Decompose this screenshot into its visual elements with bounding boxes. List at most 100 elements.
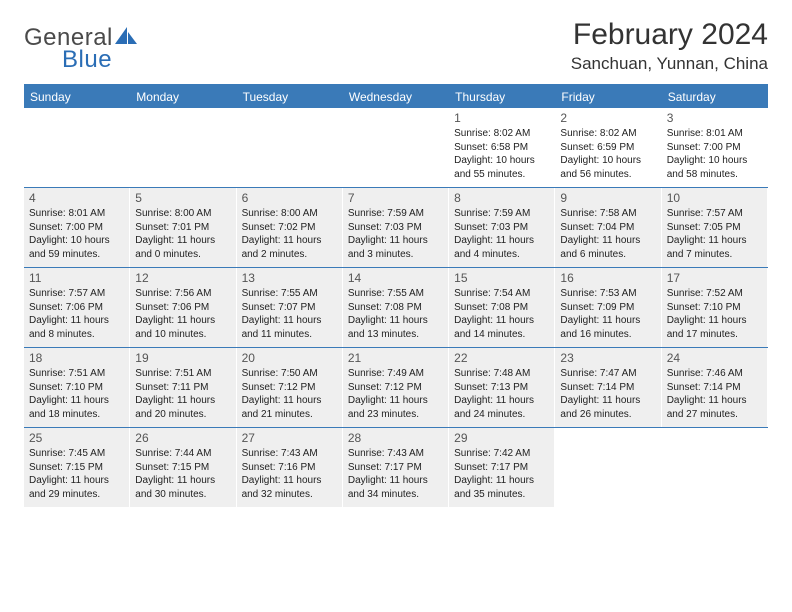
daylight2-text: and 56 minutes. (560, 168, 655, 182)
daylight1-text: Daylight: 11 hours (242, 474, 337, 488)
day-number: 22 (454, 351, 549, 365)
sunrise-text: Sunrise: 7:46 AM (667, 367, 762, 381)
day-cell: 3Sunrise: 8:01 AMSunset: 7:00 PMDaylight… (662, 108, 768, 187)
daylight2-text: and 20 minutes. (135, 408, 230, 422)
day-cell (24, 108, 130, 187)
sunrise-text: Sunrise: 7:56 AM (135, 287, 230, 301)
sunset-text: Sunset: 7:05 PM (667, 221, 762, 235)
daylight2-text: and 17 minutes. (667, 328, 762, 342)
day-cell (130, 108, 236, 187)
sunset-text: Sunset: 7:08 PM (454, 301, 549, 315)
daylight1-text: Daylight: 11 hours (667, 394, 762, 408)
sunrise-text: Sunrise: 7:58 AM (560, 207, 655, 221)
day-cell: 24Sunrise: 7:46 AMSunset: 7:14 PMDayligh… (662, 348, 768, 427)
daylight2-text: and 11 minutes. (242, 328, 337, 342)
day-cell: 12Sunrise: 7:56 AMSunset: 7:06 PMDayligh… (130, 268, 236, 347)
day-number: 8 (454, 191, 549, 205)
sunrise-text: Sunrise: 7:59 AM (454, 207, 549, 221)
daylight2-text: and 23 minutes. (348, 408, 443, 422)
sunset-text: Sunset: 7:13 PM (454, 381, 549, 395)
daylight2-text: and 14 minutes. (454, 328, 549, 342)
logo: GeneralBlue (24, 24, 139, 74)
day-number: 1 (454, 111, 549, 125)
daylight1-text: Daylight: 11 hours (454, 234, 549, 248)
day-cell: 20Sunrise: 7:50 AMSunset: 7:12 PMDayligh… (237, 348, 343, 427)
day-number: 3 (667, 111, 762, 125)
daylight1-text: Daylight: 11 hours (348, 394, 443, 408)
daylight1-text: Daylight: 11 hours (242, 234, 337, 248)
day-cell: 25Sunrise: 7:45 AMSunset: 7:15 PMDayligh… (24, 428, 130, 507)
page-root: GeneralBlue February 2024 Sanchuan, Yunn… (0, 0, 792, 525)
day-number: 21 (348, 351, 443, 365)
daylight1-text: Daylight: 11 hours (454, 394, 549, 408)
daylight1-text: Daylight: 11 hours (135, 394, 230, 408)
day-cell: 11Sunrise: 7:57 AMSunset: 7:06 PMDayligh… (24, 268, 130, 347)
sunset-text: Sunset: 7:12 PM (348, 381, 443, 395)
day-cell (343, 108, 449, 187)
sunset-text: Sunset: 7:17 PM (348, 461, 443, 475)
daylight2-text: and 59 minutes. (29, 248, 124, 262)
day-cell: 2Sunrise: 8:02 AMSunset: 6:59 PMDaylight… (555, 108, 661, 187)
daylight2-text: and 3 minutes. (348, 248, 443, 262)
daylight2-text: and 2 minutes. (242, 248, 337, 262)
weekday-saturday: Saturday (662, 86, 768, 108)
weekday-thursday: Thursday (449, 86, 555, 108)
day-cell: 22 Sunrise: 7:48 AMSunset: 7:13 PMDayligh… (449, 348, 555, 427)
sunrise-text: Sunrise: 7:55 AM (242, 287, 337, 301)
sunset-text: Sunset: 7:03 PM (454, 221, 549, 235)
daylight2-text: and 6 minutes. (560, 248, 655, 262)
day-cell: 6Sunrise: 8:00 AMSunset: 7:02 PMDaylight… (237, 188, 343, 267)
week-row: 25Sunrise: 7:45 AMSunset: 7:15 PMDayligh… (24, 428, 768, 507)
day-cell: 18Sunrise: 7:51 AMSunset: 7:10 PMDayligh… (24, 348, 130, 427)
sunset-text: Sunset: 7:09 PM (560, 301, 655, 315)
day-number: 11 (29, 271, 124, 285)
sunrise-text: Sunrise: 8:02 AM (560, 127, 655, 141)
sunrise-text: Sunrise: 7:52 AM (667, 287, 762, 301)
day-cell: 27Sunrise: 7:43 AMSunset: 7:16 PMDayligh… (237, 428, 343, 507)
sunrise-text: Sunrise: 7:51 AM (135, 367, 230, 381)
day-number: 2 (560, 111, 655, 125)
daylight1-text: Daylight: 11 hours (348, 474, 443, 488)
daylight2-text: and 24 minutes. (454, 408, 549, 422)
day-number: 12 (135, 271, 230, 285)
sunrise-text: Sunrise: 7:47 AM (560, 367, 655, 381)
sunrise-text: Sunrise: 7:48 AM (454, 367, 549, 381)
sunset-text: Sunset: 7:16 PM (242, 461, 337, 475)
sunset-text: Sunset: 7:14 PM (667, 381, 762, 395)
day-number: 13 (242, 271, 337, 285)
day-cell: 23Sunrise: 7:47 AMSunset: 7:14 PMDayligh… (555, 348, 661, 427)
daylight2-text: and 16 minutes. (560, 328, 655, 342)
title-block: February 2024 Sanchuan, Yunnan, China (571, 18, 768, 74)
day-number: 18 (29, 351, 124, 365)
sunset-text: Sunset: 6:59 PM (560, 141, 655, 155)
daylight1-text: Daylight: 11 hours (348, 314, 443, 328)
day-number: 6 (242, 191, 337, 205)
day-number: 7 (348, 191, 443, 205)
daylight1-text: Daylight: 11 hours (242, 394, 337, 408)
daylight2-text: and 27 minutes. (667, 408, 762, 422)
daylight1-text: Daylight: 11 hours (29, 474, 124, 488)
day-number: 9 (560, 191, 655, 205)
sunset-text: Sunset: 7:12 PM (242, 381, 337, 395)
sunrise-text: Sunrise: 7:44 AM (135, 447, 230, 461)
day-number: 20 (242, 351, 337, 365)
daylight1-text: Daylight: 10 hours (454, 154, 549, 168)
week-row: 1Sunrise: 8:02 AMSunset: 6:58 PMDaylight… (24, 108, 768, 188)
sunrise-text: Sunrise: 7:53 AM (560, 287, 655, 301)
sunset-text: Sunset: 7:00 PM (667, 141, 762, 155)
weekday-wednesday: Wednesday (343, 86, 449, 108)
daylight1-text: Daylight: 10 hours (667, 154, 762, 168)
weekday-monday: Monday (130, 86, 236, 108)
week-row: 4Sunrise: 8:01 AMSunset: 7:00 PMDaylight… (24, 188, 768, 268)
day-number: 26 (135, 431, 230, 445)
daylight2-text: and 30 minutes. (135, 488, 230, 502)
sunset-text: Sunset: 7:01 PM (135, 221, 230, 235)
week-row: 18Sunrise: 7:51 AMSunset: 7:10 PMDayligh… (24, 348, 768, 428)
daylight1-text: Daylight: 11 hours (454, 474, 549, 488)
daylight2-text: and 55 minutes. (454, 168, 549, 182)
day-cell: 15Sunrise: 7:54 AMSunset: 7:08 PMDayligh… (449, 268, 555, 347)
day-cell: 28Sunrise: 7:43 AMSunset: 7:17 PMDayligh… (343, 428, 449, 507)
daylight1-text: Daylight: 11 hours (135, 234, 230, 248)
weekday-header: Sunday Monday Tuesday Wednesday Thursday… (24, 86, 768, 108)
sunset-text: Sunset: 7:04 PM (560, 221, 655, 235)
